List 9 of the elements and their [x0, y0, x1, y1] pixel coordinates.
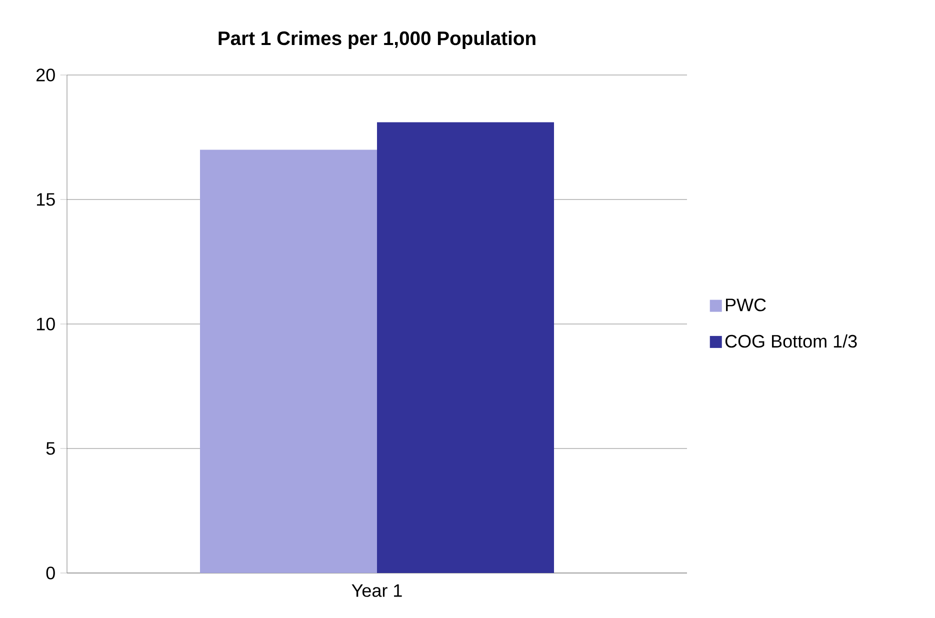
- legend-label: PWC: [726, 298, 766, 312]
- y-tick-label: 15: [36, 193, 55, 206]
- y-tick-label: 5: [46, 442, 55, 455]
- y-tick-label: 10: [36, 318, 55, 330]
- y-tick-label: 20: [36, 68, 55, 82]
- y-tick-label: 0: [46, 566, 55, 580]
- legend-label: COG Bottom 1/3: [725, 334, 857, 348]
- chart-title: Part 1 Crimes per 1,000 Population: [218, 30, 536, 49]
- x-tick-label: Year 1: [352, 584, 402, 597]
